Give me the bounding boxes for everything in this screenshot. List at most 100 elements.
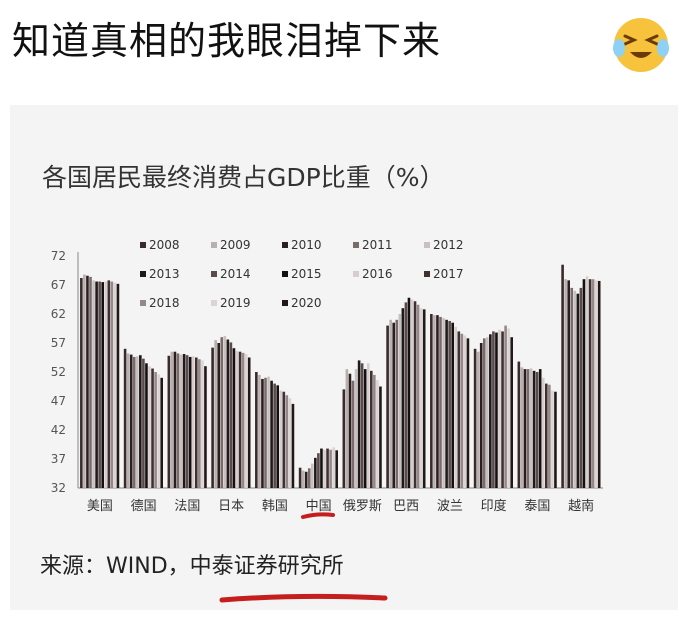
legend-label: 2016: [362, 267, 393, 281]
bar: [191, 356, 195, 488]
bar: [567, 280, 570, 488]
bar: [348, 373, 352, 488]
bar: [379, 386, 382, 488]
bar: [154, 372, 157, 488]
legend-swatch: [353, 242, 359, 248]
bar: [223, 336, 227, 488]
bar: [148, 366, 151, 488]
bar: [554, 391, 557, 488]
bar: [214, 340, 217, 488]
bar: [532, 370, 536, 488]
x-tick-label: 中国: [306, 499, 332, 514]
bar: [314, 457, 317, 488]
y-tick-label: 62: [51, 307, 66, 321]
bar: [410, 299, 414, 488]
y-tick-label: 32: [51, 481, 66, 495]
bar: [98, 281, 101, 488]
bar: [457, 331, 461, 488]
bar: [404, 302, 408, 488]
x-tick-label: 韩国: [262, 499, 288, 514]
bar: [510, 337, 513, 488]
bar: [179, 354, 183, 488]
legend-label: 2008: [149, 238, 180, 252]
bar: [145, 363, 148, 488]
legend-swatch: [424, 271, 430, 277]
bar: [479, 343, 483, 488]
bar: [238, 351, 242, 488]
legend-swatch: [353, 271, 359, 277]
legend-swatch: [140, 242, 146, 248]
bar: [460, 333, 464, 488]
bar: [267, 376, 270, 488]
bar: [504, 325, 507, 488]
bar: [463, 335, 467, 488]
bar: [173, 351, 177, 488]
bar: [545, 383, 548, 488]
bar: [582, 279, 586, 488]
bar: [407, 297, 411, 488]
bar: [101, 282, 104, 488]
bar: [279, 390, 283, 488]
bar: [392, 322, 395, 488]
bar: [342, 389, 346, 488]
bar: [329, 449, 332, 488]
bar: [517, 361, 521, 488]
bar: [395, 319, 399, 488]
bar: [301, 470, 305, 488]
bar: [291, 403, 295, 488]
bar: [132, 356, 136, 488]
bar: [473, 348, 477, 488]
legend-swatch: [211, 300, 217, 306]
bar: [345, 369, 349, 488]
bar: [258, 374, 261, 488]
bar: [401, 308, 405, 488]
underline-china: [301, 512, 335, 519]
bar: [160, 377, 163, 488]
x-tick-label: 波兰: [437, 499, 463, 514]
bar: [351, 380, 355, 488]
bar: [232, 348, 236, 488]
bar: [389, 319, 392, 488]
legend-swatch: [282, 242, 288, 248]
legend-label: 2020: [291, 296, 322, 310]
bar: [83, 274, 86, 488]
bar: [366, 363, 370, 488]
legend-label: 2009: [220, 238, 251, 252]
legend-swatch: [282, 300, 288, 306]
bar: [439, 316, 442, 488]
bar: [520, 367, 524, 488]
bar: [448, 320, 451, 488]
bar: [413, 301, 417, 488]
bar: [551, 390, 554, 488]
bar: [86, 275, 89, 488]
y-tick-label: 57: [51, 336, 66, 350]
bar: [466, 338, 470, 488]
bar: [386, 325, 389, 488]
bar: [139, 355, 142, 488]
post-caption: 知道真相的我眼泪掉下来: [12, 19, 442, 63]
y-tick-label: 37: [51, 452, 66, 466]
legend-label: 2013: [149, 267, 180, 281]
legend-swatch: [424, 242, 430, 248]
bar: [419, 308, 423, 488]
bar: [264, 377, 267, 488]
bar: [80, 278, 83, 488]
bar: [526, 369, 530, 488]
bar: [129, 354, 133, 488]
bar: [157, 374, 160, 488]
bar: [585, 276, 589, 488]
bar: [357, 360, 361, 488]
bar: [507, 328, 510, 488]
bar: [229, 342, 233, 488]
bar: [594, 280, 598, 488]
legend-swatch: [140, 300, 146, 306]
y-tick-label: 42: [51, 423, 66, 437]
bar: [311, 463, 314, 488]
bar: [541, 377, 545, 488]
bar: [176, 353, 180, 488]
bar: [326, 448, 329, 488]
legend-label: 2014: [220, 267, 251, 281]
bar: [433, 315, 436, 488]
bar: [332, 447, 335, 488]
